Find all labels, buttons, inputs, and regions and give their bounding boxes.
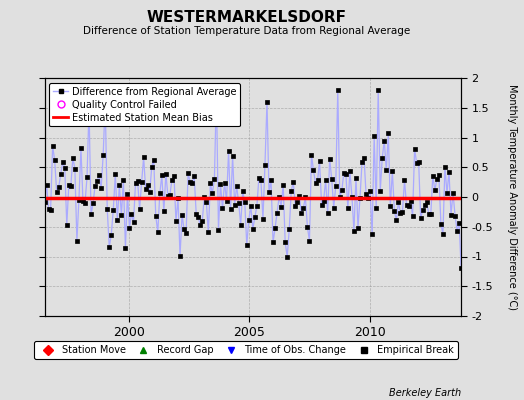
- Text: Berkeley Earth: Berkeley Earth: [389, 388, 461, 398]
- Y-axis label: Monthly Temperature Anomaly Difference (°C): Monthly Temperature Anomaly Difference (…: [507, 84, 517, 310]
- Text: WESTERMARKELSDORF: WESTERMARKELSDORF: [146, 10, 346, 25]
- Legend: Station Move, Record Gap, Time of Obs. Change, Empirical Break: Station Move, Record Gap, Time of Obs. C…: [35, 341, 458, 359]
- Text: Difference of Station Temperature Data from Regional Average: Difference of Station Temperature Data f…: [83, 26, 410, 36]
- Legend: Difference from Regional Average, Quality Control Failed, Estimated Station Mean: Difference from Regional Average, Qualit…: [49, 83, 240, 126]
